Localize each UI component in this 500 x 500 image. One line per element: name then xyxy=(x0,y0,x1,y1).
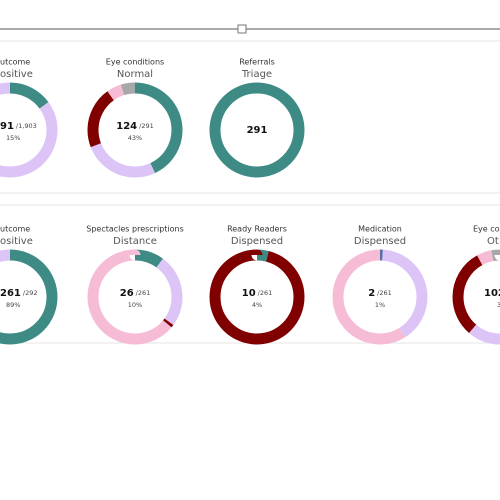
center-value-group: 91/1,903 xyxy=(0,121,37,132)
chart-subtitle: ositive xyxy=(0,236,33,247)
center-value: 124 xyxy=(116,121,137,132)
center-value-group: 102 xyxy=(484,288,500,299)
center-value-group: 124/291 xyxy=(116,121,153,132)
center-total: /261 xyxy=(136,289,151,297)
center-value: 291 xyxy=(247,125,268,136)
center-value: 2 xyxy=(368,288,375,299)
center-value-group: 261/292 xyxy=(0,288,37,299)
center-percent: 10% xyxy=(128,301,142,309)
donut-segment xyxy=(87,249,183,345)
chart-subtitle: ositive xyxy=(0,69,33,80)
chart-title: Eye conditions xyxy=(106,58,164,67)
chart-title: Medication xyxy=(358,225,402,234)
donut-segment xyxy=(0,249,58,345)
center-total: /261 xyxy=(377,289,392,297)
donut-segment xyxy=(87,249,183,345)
chart-title: Spectacles prescriptions xyxy=(86,225,184,234)
donut-segment xyxy=(0,82,58,178)
center-value: 26 xyxy=(120,288,134,299)
center-value: 102 xyxy=(484,288,500,299)
chart-subtitle: Ot xyxy=(487,236,499,247)
center-total: /291 xyxy=(139,122,154,130)
chart-title: Eye co xyxy=(473,225,500,234)
chart-title: utcome xyxy=(0,225,30,234)
center-value-group: 291 xyxy=(247,125,268,136)
chart-subtitle: Triage xyxy=(241,69,272,80)
center-value: 261 xyxy=(0,288,21,299)
center-total: /1,903 xyxy=(16,122,37,130)
center-total: /292 xyxy=(23,289,38,297)
donut-segment xyxy=(332,249,428,345)
resize-handle[interactable] xyxy=(237,24,247,34)
center-percent: 15% xyxy=(6,134,20,142)
chart-title: Ready Readers xyxy=(227,225,287,234)
center-total: /261 xyxy=(258,289,273,297)
chart-subtitle: Distance xyxy=(113,236,157,247)
center-percent: 1% xyxy=(375,301,385,309)
center-percent: 3 xyxy=(497,301,500,309)
donut-segment xyxy=(332,249,428,345)
chart-title: Referrals xyxy=(239,58,275,67)
donut-segment xyxy=(87,82,183,178)
center-value: 10 xyxy=(242,288,256,299)
center-percent: 4% xyxy=(252,301,262,309)
center-value-group: 26/261 xyxy=(120,288,151,299)
center-value: 91 xyxy=(0,121,14,132)
donut-segment xyxy=(209,82,305,178)
center-percent: 43% xyxy=(128,134,142,142)
center-percent: 89% xyxy=(6,301,20,309)
donut-segment xyxy=(87,82,183,178)
chart-subtitle: Normal xyxy=(117,69,153,80)
chart-subtitle: Dispensed xyxy=(354,236,406,247)
donut-segment xyxy=(87,82,183,178)
chart-subtitle: Dispensed xyxy=(231,236,283,247)
center-value-group: 10/261 xyxy=(242,288,273,299)
donut-segment xyxy=(209,249,305,345)
donut-segment xyxy=(452,249,500,345)
center-value-group: 2/261 xyxy=(368,288,392,299)
chart-title: utcome xyxy=(0,58,30,67)
panel xyxy=(0,40,500,194)
